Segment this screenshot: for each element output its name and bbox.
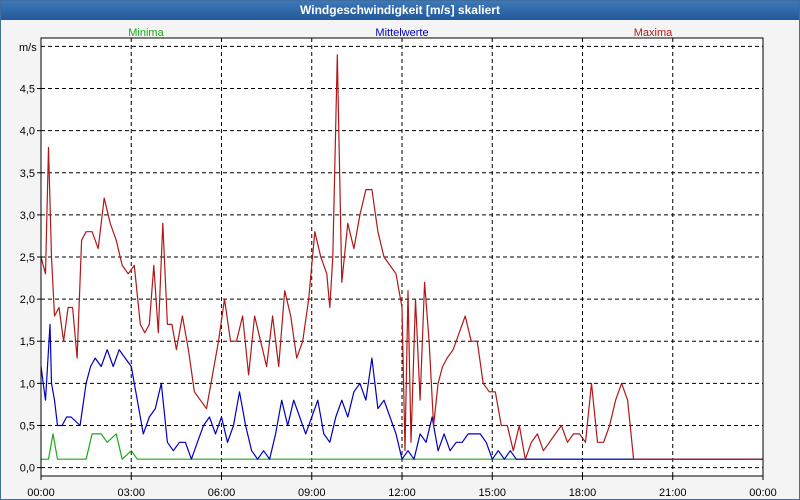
x-tick-label-time: 18:00 xyxy=(569,487,597,499)
x-tick-label-time: 21:00 xyxy=(659,487,687,499)
window-title: Windgeschwindigkeit [m/s] skaliert xyxy=(1,1,799,20)
axis-layer: 0,00,51,01,52,02,53,03,54,04,500:0001.11… xyxy=(20,84,777,499)
x-tick-label-time: 09:00 xyxy=(298,487,326,499)
y-tick-label: 2,5 xyxy=(20,252,35,264)
y-tick-label: 4,5 xyxy=(20,84,35,96)
x-tick-label-time: 00:00 xyxy=(749,487,777,499)
wind-speed-chart: 0,00,51,01,52,02,53,03,54,04,500:0001.11… xyxy=(19,27,777,499)
y-tick-label: 0,5 xyxy=(20,420,35,432)
x-tick-label-time: 00:00 xyxy=(27,487,55,499)
y-tick-label: 3,5 xyxy=(20,168,35,180)
y-axis-unit: m/s xyxy=(19,42,37,54)
y-tick-label: 3,0 xyxy=(20,210,35,222)
series-layer xyxy=(40,54,763,460)
y-tick-label: 1,5 xyxy=(20,336,35,348)
x-tick-label-time: 15:00 xyxy=(478,487,506,499)
y-tick-label: 0,0 xyxy=(20,463,35,475)
legend-maxima: Maxima xyxy=(634,27,673,39)
series-line-mittelwerte xyxy=(40,323,763,460)
series-line-minima xyxy=(41,433,763,460)
x-tick-label-time: 12:00 xyxy=(388,487,416,499)
y-tick-label: 4,0 xyxy=(20,126,35,138)
x-tick-label-time: 03:00 xyxy=(117,487,145,499)
series-line-maxima xyxy=(40,54,763,460)
y-tick-label: 1,0 xyxy=(20,378,35,390)
legend-mittelwerte: Mittelwerte xyxy=(375,27,428,39)
y-tick-label: 2,0 xyxy=(20,294,35,306)
x-tick-label-time: 06:00 xyxy=(208,487,236,499)
legend-minima: Minima xyxy=(128,27,164,39)
